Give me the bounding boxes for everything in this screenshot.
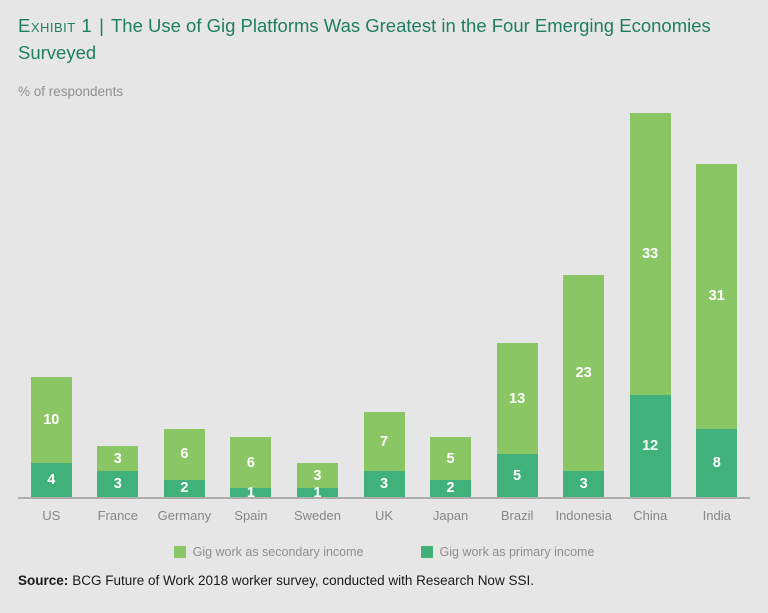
x-axis-label-uk: UK xyxy=(374,508,394,523)
legend-item-gig-work-as-secondary-income: Gig work as secondary income xyxy=(173,545,364,559)
primary-segment-uk: 3 xyxy=(363,471,405,497)
secondary-segment-japan: 5 xyxy=(430,437,472,480)
legend-item-gig-work-as-primary-income: Gig work as primary income xyxy=(420,545,595,559)
title-separator: | xyxy=(99,15,104,36)
secondary-segment-china: 33 xyxy=(629,112,671,395)
exhibit-label: Exhibit 1 xyxy=(18,15,93,36)
legend-label: Gig work as primary income xyxy=(439,545,595,559)
primary-segment-brazil: 5 xyxy=(496,454,538,497)
primary-segment-germany: 2 xyxy=(163,479,205,497)
bar-column-india: 31 8 xyxy=(683,164,750,497)
exhibit-title: Exhibit 1 | The Use of Gig Platforms Was G… xyxy=(18,12,718,66)
secondary-segment-uk: 7 xyxy=(363,411,405,472)
x-axis-label-sweden: Sweden xyxy=(293,508,341,523)
bar-column-us: 10 4 xyxy=(18,377,85,497)
secondary-segment-brazil: 13 xyxy=(496,343,538,455)
bar-us: 10 4 xyxy=(30,377,72,497)
primary-segment-japan: 2 xyxy=(430,479,472,497)
stacked-bar-chart: 10 4 3 3 6 2 6 1 3 1 7 3 5 2 13 5 23 3 33 12 31 8 US France Ger… xyxy=(18,100,750,523)
x-axis-label-germany: Germany xyxy=(157,508,212,523)
secondary-segment-france: 3 xyxy=(97,445,139,472)
bar-column-china: 33 12 xyxy=(617,112,684,497)
x-axis-label-us: US xyxy=(42,508,61,523)
primary-segment-spain: 1 xyxy=(230,485,272,500)
x-axis-label-france: France xyxy=(97,508,139,523)
secondary-segment-spain: 6 xyxy=(230,437,272,489)
bar-column-indonesia: 23 3 xyxy=(550,275,617,497)
legend-swatch-icon xyxy=(173,546,186,558)
bar-column-brazil: 13 5 xyxy=(484,343,551,497)
x-axis-label-spain: Spain xyxy=(234,508,268,523)
legend-label: Gig work as secondary income xyxy=(192,545,364,559)
secondary-segment-indonesia: 23 xyxy=(563,275,605,472)
primary-segment-sweden: 1 xyxy=(296,485,338,500)
x-axis-label-indonesia: Indonesia xyxy=(555,508,612,523)
x-axis-line xyxy=(18,497,750,499)
primary-segment-china: 12 xyxy=(629,394,671,497)
primary-segment-india: 8 xyxy=(696,428,738,497)
plot-area: 10 4 3 3 6 2 6 1 3 1 7 3 5 2 13 5 23 3 33 12 31 8 xyxy=(18,100,750,500)
x-axis-labels: US France Germany Spain Sweden UK Japan Brazil I… xyxy=(18,508,750,523)
x-axis-label-japan: Japan xyxy=(432,508,469,523)
chart-legend: Gig work as secondary income Gig work as … xyxy=(0,545,768,559)
primary-segment-indonesia: 3 xyxy=(563,471,605,497)
bar-indonesia: 23 3 xyxy=(563,275,605,497)
primary-segment-us: 4 xyxy=(30,462,72,497)
x-axis-label-brazil: Brazil xyxy=(500,508,534,523)
y-axis-unit-label: % of respondents xyxy=(18,84,124,99)
x-axis-label-india: India xyxy=(702,508,731,523)
secondary-segment-india: 31 xyxy=(696,164,738,429)
title-text: The Use of Gig Platforms Was Greatest in… xyxy=(18,15,711,63)
source-label: Source: xyxy=(18,573,69,588)
secondary-segment-germany: 6 xyxy=(163,428,205,480)
primary-segment-france: 3 xyxy=(97,471,139,497)
bar-china: 33 12 xyxy=(629,112,671,497)
secondary-segment-us: 10 xyxy=(30,377,72,463)
legend-swatch-icon xyxy=(420,546,433,558)
source-note: Source: BCG Future of Work 2018 worker su… xyxy=(18,573,534,588)
bar-india: 31 8 xyxy=(696,164,738,497)
x-axis-label-china: China xyxy=(633,508,668,523)
secondary-segment-sweden: 3 xyxy=(296,462,338,489)
bar-brazil: 13 5 xyxy=(496,343,538,497)
source-text: BCG Future of Work 2018 worker survey, c… xyxy=(72,573,534,588)
